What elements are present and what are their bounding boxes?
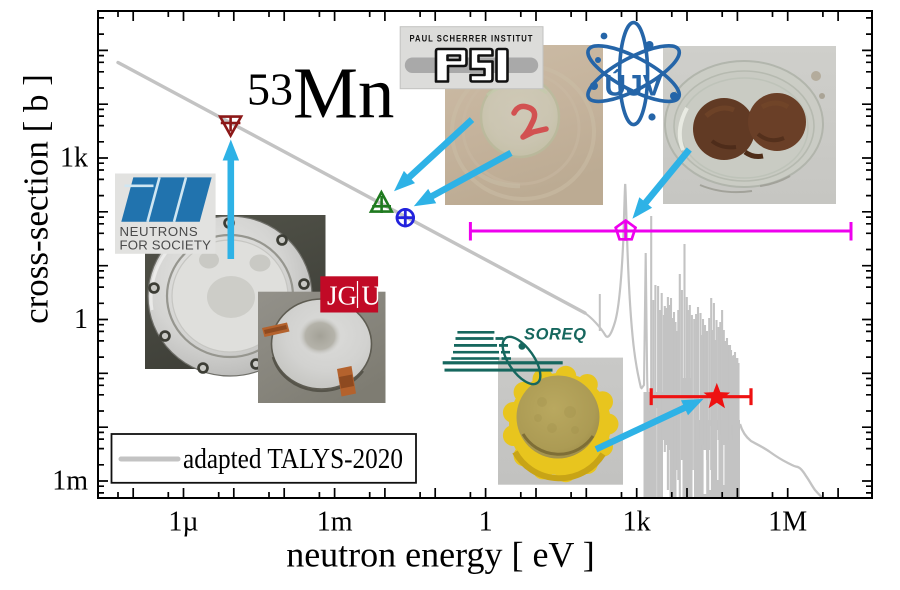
svg-text:neutron energy [ eV ]: neutron energy [ eV ] xyxy=(286,535,595,575)
svg-text:cross-section [ b ]: cross-section [ b ] xyxy=(17,74,56,324)
svg-text:U: U xyxy=(362,281,382,311)
svg-text:1k: 1k xyxy=(60,143,88,174)
svg-text:53: 53 xyxy=(247,64,293,115)
svg-text:PAUL SCHERRER INSTITUT: PAUL SCHERRER INSTITUT xyxy=(410,34,534,44)
svg-text:1: 1 xyxy=(74,304,88,335)
svg-text:1k: 1k xyxy=(623,507,651,538)
svg-text:1: 1 xyxy=(479,507,493,538)
svg-text:FOR SOCIETY: FOR SOCIETY xyxy=(120,238,212,253)
svg-text:adapted TALYS-2020: adapted TALYS-2020 xyxy=(183,443,403,475)
svg-text:1µ: 1µ xyxy=(168,507,198,538)
svg-text:SOREQ: SOREQ xyxy=(524,326,587,344)
svg-text:1m: 1m xyxy=(52,466,88,497)
svg-text:NEUTRONS: NEUTRONS xyxy=(120,224,199,239)
svg-text:Mn: Mn xyxy=(293,53,394,134)
svg-text:ÚJV: ÚJV xyxy=(604,69,662,103)
svg-text:JG: JG xyxy=(327,281,357,311)
svg-text:1M: 1M xyxy=(768,507,807,538)
svg-text:1m: 1m xyxy=(317,507,353,538)
